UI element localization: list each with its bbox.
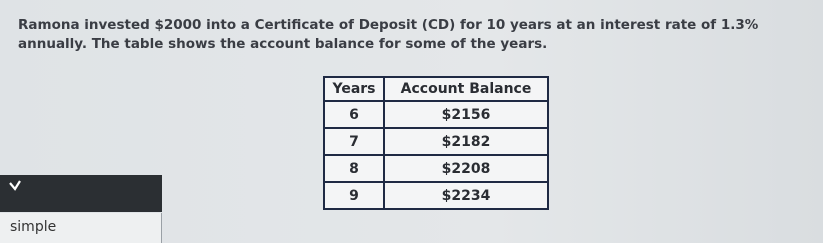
problem-text: Ramona invested $2000 into a Certificate… [18, 17, 759, 52]
year-cell: 6 [323, 100, 385, 129]
header-cell: Years [323, 76, 385, 102]
dropdown-option[interactable]: simple [0, 213, 162, 243]
table-row: 7 $2182 [323, 127, 549, 156]
balance-cell: $2208 [383, 154, 549, 183]
header-row: Years Account Balance [323, 76, 549, 102]
header-cell: Account Balance [383, 76, 549, 102]
year-cell: 9 [323, 181, 385, 210]
balance-cell: $2234 [383, 181, 549, 210]
balance-table: Years Account Balance 6 $2156 7 $2182 8 $2208… [323, 76, 549, 210]
year-cell: 7 [323, 127, 385, 156]
dropdown-bar[interactable] [0, 175, 162, 212]
table-row: 9 $2234 [323, 181, 549, 210]
table-row: 8 $2208 [323, 154, 549, 183]
table-row: 6 $2156 [323, 100, 549, 129]
balance-cell: $2182 [383, 127, 549, 156]
year-cell: 8 [323, 154, 385, 183]
option-label: simple [10, 219, 57, 235]
chevron-icon [9, 180, 21, 191]
table-body: 6 $2156 7 $2182 8 $2208 9 $2234 [323, 100, 549, 210]
balance-cell: $2156 [383, 100, 549, 129]
